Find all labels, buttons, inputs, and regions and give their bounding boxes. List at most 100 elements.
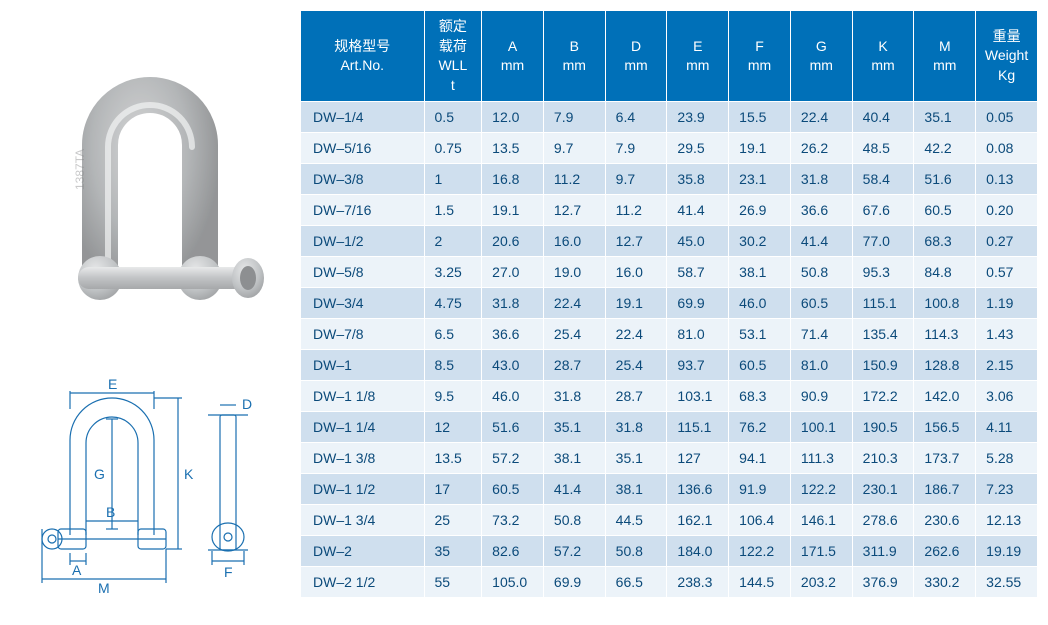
cell-value: 100.8 — [914, 288, 976, 319]
cell-value: 210.3 — [852, 443, 914, 474]
cell-value: 106.4 — [729, 505, 791, 536]
cell-value: 115.1 — [852, 288, 914, 319]
col-header-line1: E — [671, 37, 724, 57]
cell-value: 172.2 — [852, 381, 914, 412]
dim-label-d: D — [242, 396, 252, 412]
col-header-line1: 重量 — [980, 27, 1033, 47]
cell-value: 230.1 — [852, 474, 914, 505]
col-header: Amm — [482, 11, 544, 102]
cell-value: 0.75 — [424, 133, 482, 164]
cell-value: 3.25 — [424, 257, 482, 288]
cell-artno: DW–7/8 — [301, 319, 425, 350]
cell-value: 45.0 — [667, 226, 729, 257]
cell-value: 173.7 — [914, 443, 976, 474]
cell-value: 25.4 — [543, 319, 605, 350]
col-header-line2: mm — [671, 56, 724, 76]
cell-value: 146.1 — [790, 505, 852, 536]
cell-value: 105.0 — [482, 567, 544, 598]
cell-value: 48.5 — [852, 133, 914, 164]
cell-value: 6.5 — [424, 319, 482, 350]
col-header-line1: 规格型号 — [305, 37, 420, 57]
cell-value: 278.6 — [852, 505, 914, 536]
dim-label-k: K — [184, 466, 194, 482]
cell-artno: DW–1/4 — [301, 102, 425, 133]
cell-value: 46.0 — [482, 381, 544, 412]
col-header: Gmm — [790, 11, 852, 102]
cell-value: 91.9 — [729, 474, 791, 505]
cell-value: 29.5 — [667, 133, 729, 164]
cell-value: 28.7 — [543, 350, 605, 381]
cell-value: 262.6 — [914, 536, 976, 567]
cell-value: 41.4 — [667, 195, 729, 226]
dim-label-e: E — [108, 376, 117, 392]
cell-value: 19.1 — [729, 133, 791, 164]
col-header-line2: mm — [857, 56, 910, 76]
cell-value: 142.0 — [914, 381, 976, 412]
cell-value: 31.8 — [543, 381, 605, 412]
cell-value: 50.8 — [605, 536, 667, 567]
cell-value: 135.4 — [852, 319, 914, 350]
cell-value: 31.8 — [482, 288, 544, 319]
cell-value: 2.15 — [976, 350, 1038, 381]
cell-value: 43.0 — [482, 350, 544, 381]
cell-value: 13.5 — [482, 133, 544, 164]
cell-value: 35.1 — [543, 412, 605, 443]
cell-value: 60.5 — [482, 474, 544, 505]
cell-value: 58.4 — [852, 164, 914, 195]
cell-value: 136.6 — [667, 474, 729, 505]
table-row: DW–5/160.7513.59.77.929.519.126.248.542.… — [301, 133, 1038, 164]
cell-value: 11.2 — [543, 164, 605, 195]
cell-artno: DW–7/16 — [301, 195, 425, 226]
cell-value: 76.2 — [729, 412, 791, 443]
cell-value: 19.19 — [976, 536, 1038, 567]
cell-value: 7.9 — [543, 102, 605, 133]
cell-value: 2 — [424, 226, 482, 257]
cell-value: 128.8 — [914, 350, 976, 381]
table-row: DW–18.543.028.725.493.760.581.0150.9128.… — [301, 350, 1038, 381]
cell-value: 6.4 — [605, 102, 667, 133]
cell-value: 19.1 — [605, 288, 667, 319]
spec-table-wrap: 规格型号Art.No.额定载荷WLLtAmmBmmDmmEmmFmmGmmKmm… — [300, 0, 1048, 608]
cell-value: 16.8 — [482, 164, 544, 195]
cell-artno: DW–3/8 — [301, 164, 425, 195]
table-row: DW–3/44.7531.822.419.169.946.060.5115.11… — [301, 288, 1038, 319]
table-row: DW–1 3/813.557.238.135.112794.1111.3210.… — [301, 443, 1038, 474]
col-header-line1: M — [918, 37, 971, 57]
table-row: DW–5/83.2527.019.016.058.738.150.895.384… — [301, 257, 1038, 288]
cell-value: 38.1 — [543, 443, 605, 474]
table-row: DW–1/2220.616.012.745.030.241.477.068.30… — [301, 226, 1038, 257]
cell-value: 4.11 — [976, 412, 1038, 443]
cell-value: 41.4 — [543, 474, 605, 505]
cell-value: 57.2 — [543, 536, 605, 567]
col-header-line1: A — [486, 37, 539, 57]
cell-value: 71.4 — [790, 319, 852, 350]
col-header-line2: mm — [610, 56, 663, 76]
cell-artno: DW–1/2 — [301, 226, 425, 257]
cell-value: 23.9 — [667, 102, 729, 133]
cell-value: 90.9 — [790, 381, 852, 412]
cell-value: 84.8 — [914, 257, 976, 288]
cell-value: 51.6 — [914, 164, 976, 195]
cell-value: 8.5 — [424, 350, 482, 381]
cell-value: 57.2 — [482, 443, 544, 474]
cell-value: 53.1 — [729, 319, 791, 350]
cell-value: 36.6 — [790, 195, 852, 226]
table-row: DW–3/8116.811.29.735.823.131.858.451.60.… — [301, 164, 1038, 195]
cell-value: 144.5 — [729, 567, 791, 598]
cell-artno: DW–1 1/8 — [301, 381, 425, 412]
cell-value: 67.6 — [852, 195, 914, 226]
cell-artno: DW–2 — [301, 536, 425, 567]
cell-value: 16.0 — [543, 226, 605, 257]
table-row: DW–7/86.536.625.422.481.053.171.4135.411… — [301, 319, 1038, 350]
col-header-line1: D — [610, 37, 663, 57]
cell-value: 35 — [424, 536, 482, 567]
col-header: Mmm — [914, 11, 976, 102]
col-header-line4: t — [429, 76, 478, 96]
cell-value: 5.28 — [976, 443, 1038, 474]
col-header-line1: G — [795, 37, 848, 57]
cell-value: 81.0 — [667, 319, 729, 350]
cell-value: 9.7 — [605, 164, 667, 195]
cell-value: 0.05 — [976, 102, 1038, 133]
cell-value: 230.6 — [914, 505, 976, 536]
table-header: 规格型号Art.No.额定载荷WLLtAmmBmmDmmEmmFmmGmmKmm… — [301, 11, 1038, 102]
